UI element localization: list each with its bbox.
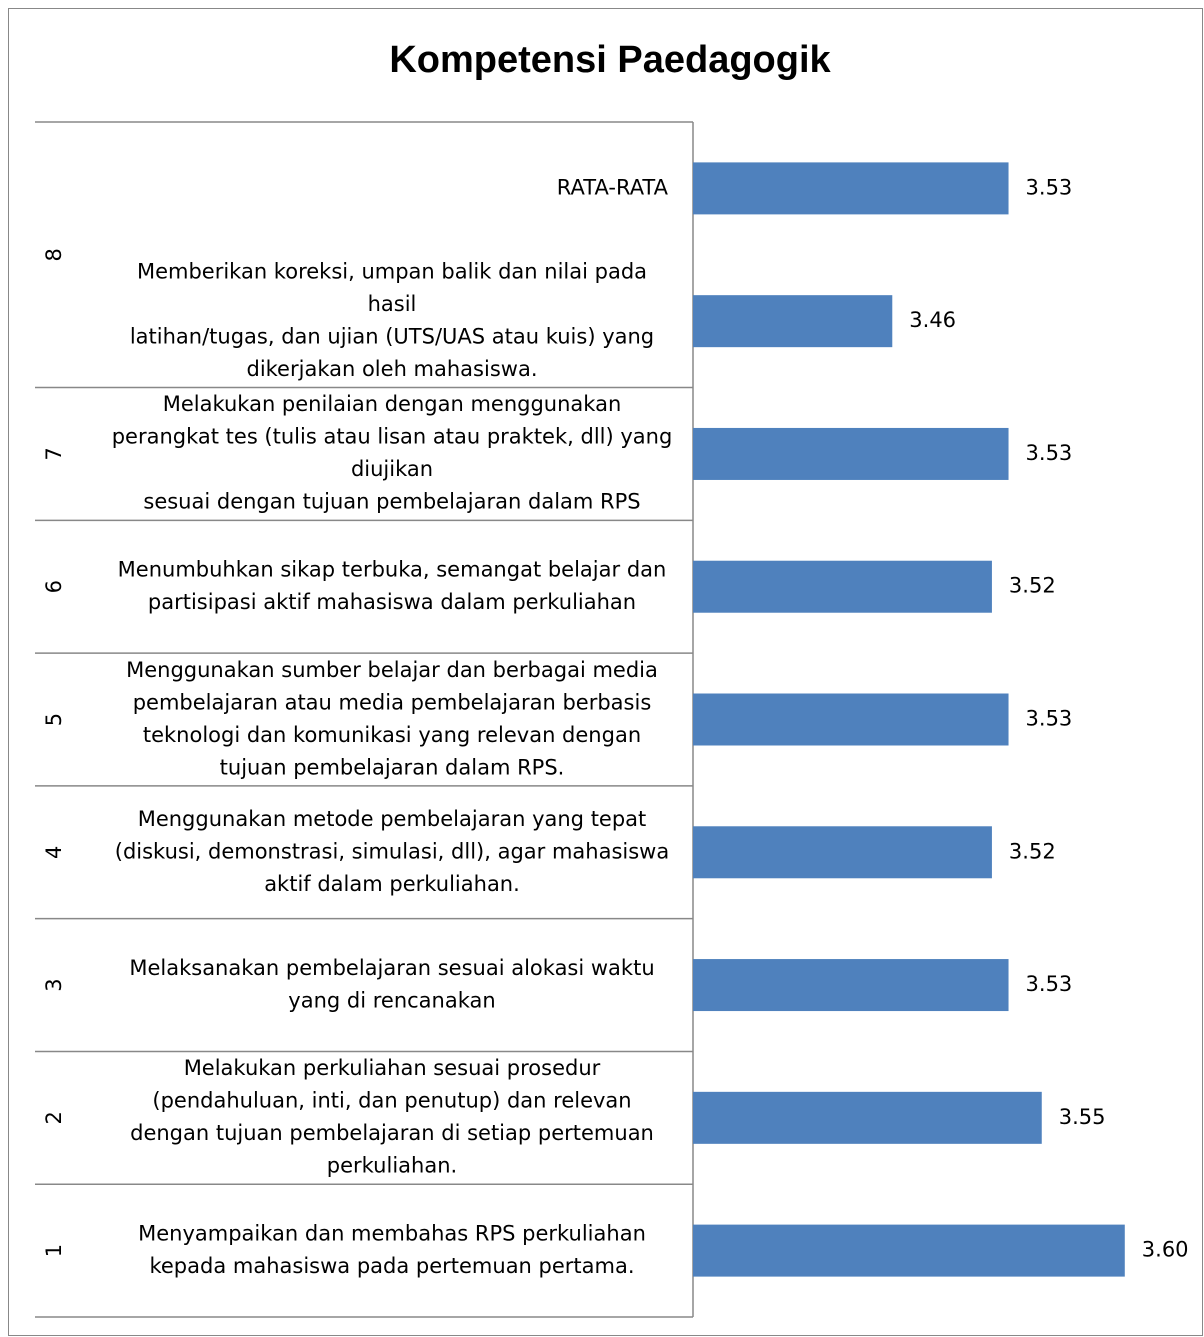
bar — [693, 1091, 1042, 1144]
value-label: 3.55 — [1059, 1105, 1106, 1129]
category-label: diujikan — [351, 457, 433, 481]
category-label: teknologi dan komunikasi yang relevan de… — [143, 723, 641, 747]
value-label: 3.53 — [1026, 972, 1073, 996]
category-label: perkuliahan. — [327, 1154, 457, 1178]
category-label: Menggunakan sumber belajar dan berbagai … — [126, 658, 658, 682]
value-label: 3.52 — [1009, 574, 1056, 598]
bar — [693, 427, 1009, 480]
value-label: 3.53 — [1026, 441, 1073, 465]
category-label: Melaksanakan pembelajaran sesuai alokasi… — [129, 956, 654, 980]
value-label: 3.60 — [1142, 1238, 1189, 1262]
chart-border — [8, 8, 1203, 1336]
bar — [693, 693, 1009, 746]
group-label: 2 — [42, 1111, 66, 1124]
category-label: dikerjakan oleh mahasiswa. — [246, 357, 537, 381]
bar — [693, 959, 1009, 1012]
bar — [693, 295, 893, 348]
category-label: partisipasi aktif mahasiswa dalam perkul… — [148, 590, 636, 614]
category-label: (pendahuluan, inti, dan penutup) dan rel… — [152, 1089, 631, 1113]
category-label: Memberikan koreksi, umpan balik dan nila… — [137, 259, 647, 283]
group-label: 8 — [42, 248, 66, 261]
category-label: Menggunakan metode pembelajaran yang tep… — [138, 807, 647, 831]
category-label: Menyampaikan dan membahas RPS perkuliaha… — [138, 1221, 646, 1245]
category-label: Melakukan perkuliahan sesuai prosedur — [184, 1056, 601, 1080]
category-label: Menumbuhkan sikap terbuka, semangat bela… — [118, 557, 667, 581]
group-label: 3 — [42, 978, 66, 991]
group-label: 4 — [42, 846, 66, 859]
category-label: latihan/tugas, dan ujian (UTS/UAS atau k… — [130, 324, 654, 348]
category-label: Melakukan penilaian dengan menggunakan — [163, 392, 622, 416]
category-label: dengan tujuan pembelajaran di setiap per… — [130, 1121, 654, 1145]
value-label: 3.46 — [909, 308, 956, 332]
category-label: pembelajaran atau media pembelajaran ber… — [133, 690, 652, 714]
group-label: 7 — [42, 447, 66, 460]
category-label: RATA-RATA — [557, 175, 669, 199]
bar — [693, 162, 1009, 215]
value-label: 3.52 — [1009, 839, 1056, 863]
bar — [693, 826, 992, 879]
category-label: yang di rencanakan — [288, 988, 495, 1012]
category-label: hasil — [368, 292, 417, 316]
category-label: (diskusi, demonstrasi, simulasi, dll), a… — [115, 839, 669, 863]
chart-title: Kompetensi Paedagogik — [389, 39, 831, 81]
category-label: kepada mahasiswa pada pertemuan pertama. — [149, 1254, 634, 1278]
group-label: 1 — [42, 1244, 66, 1257]
bar — [693, 560, 992, 613]
value-label: 3.53 — [1026, 707, 1073, 731]
group-label: 5 — [42, 713, 66, 726]
category-label: perangkat tes (tulis atau lisan atau pra… — [112, 425, 673, 449]
value-label: 3.53 — [1026, 175, 1073, 199]
category-label: aktif dalam perkuliahan. — [264, 872, 520, 896]
bar — [693, 1224, 1125, 1277]
category-label: sesuai dengan tujuan pembelajaran dalam … — [143, 490, 640, 514]
group-label: 6 — [42, 580, 66, 593]
category-label: tujuan pembelajaran dalam RPS. — [220, 755, 565, 779]
